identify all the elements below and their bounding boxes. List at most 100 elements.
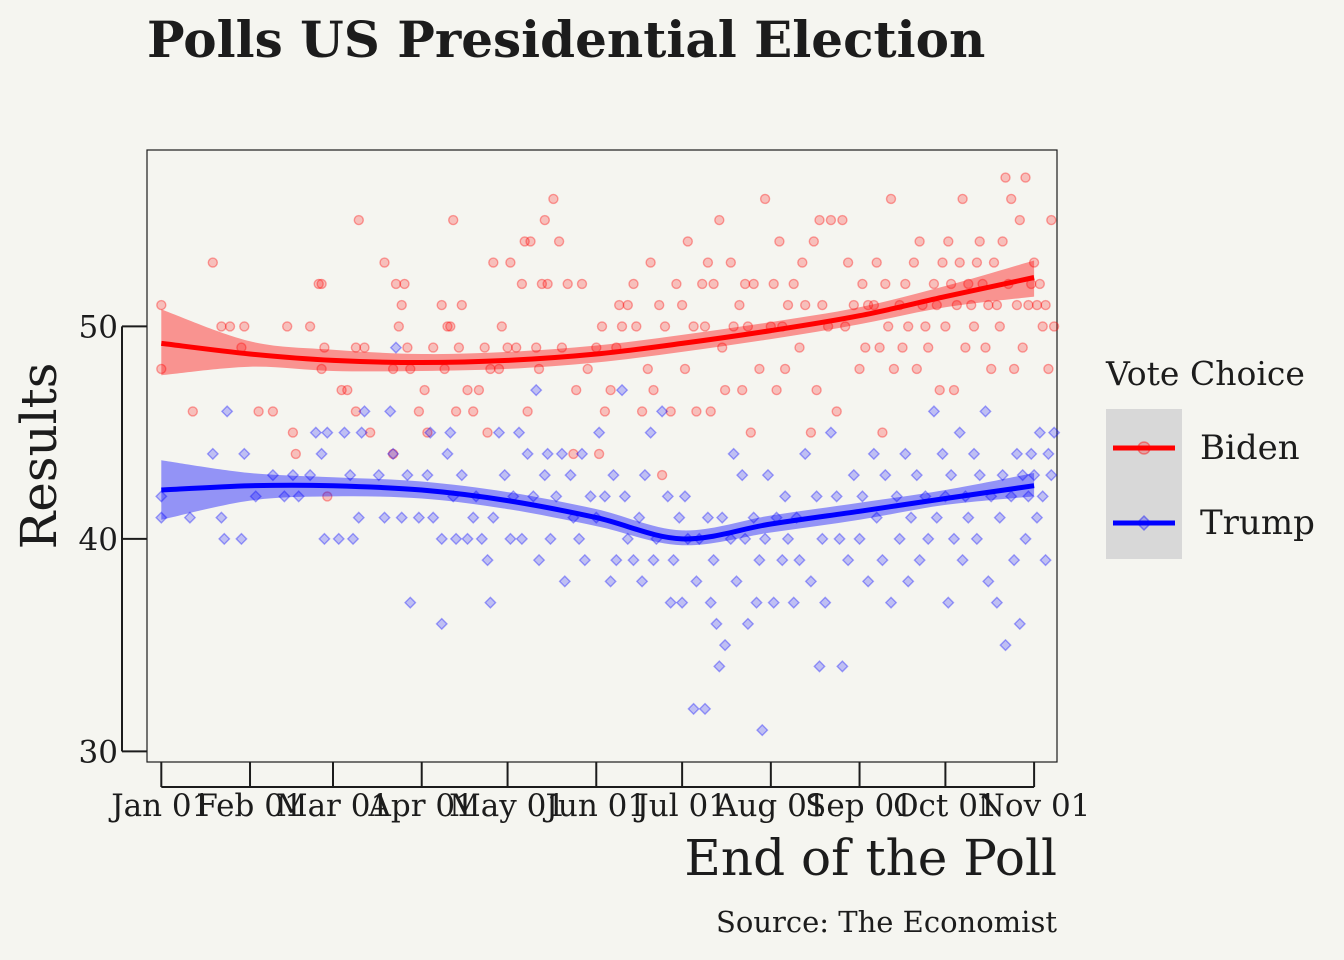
poll-point-trump: [698, 702, 712, 716]
plot-layer: [155, 172, 1061, 737]
poll-point-biden: [934, 384, 945, 396]
poll-point-trump: [278, 490, 291, 503]
poll-point-trump: [266, 468, 280, 482]
poll-point-biden: [556, 342, 568, 353]
poll-point-biden: [516, 278, 528, 290]
x-tick-label: Mar 01: [276, 788, 390, 824]
poll-point-trump: [893, 532, 906, 546]
poll-point-biden: [860, 342, 871, 353]
poll-point-trump: [1022, 490, 1035, 503]
poll-point-trump: [426, 511, 440, 524]
poll-point-trump: [841, 553, 855, 567]
poll-point-biden: [445, 321, 456, 332]
poll-point-trump: [484, 596, 497, 609]
poll-point-trump: [944, 468, 958, 482]
poll-point-trump: [644, 426, 657, 439]
poll-point-biden: [539, 214, 550, 226]
poll-point-biden: [502, 342, 513, 353]
poll-point-biden: [963, 278, 974, 290]
poll-point-biden: [997, 236, 1008, 247]
poll-point-trump: [982, 575, 995, 588]
poll-point-trump: [673, 511, 686, 524]
poll-point-biden: [725, 257, 736, 268]
poll-point-trump: [550, 490, 563, 503]
chart-title: Polls US Presidential Election: [147, 10, 985, 69]
poll-point-trump: [899, 447, 912, 461]
poll-point-biden: [479, 342, 490, 353]
poll-point-biden: [874, 342, 885, 353]
poll-point-biden: [576, 278, 588, 290]
poll-point-biden: [857, 278, 868, 290]
poll-point-trump: [902, 575, 915, 588]
poll-point-trump: [824, 426, 838, 439]
poll-point-biden: [923, 342, 934, 353]
poll-point-trump: [761, 468, 775, 482]
poll-point-biden: [808, 236, 819, 247]
poll-point-trump: [358, 405, 371, 418]
poll-point-trump: [910, 468, 923, 482]
poll-point-trump: [338, 426, 351, 439]
poll-point-trump: [804, 575, 818, 588]
poll-point-biden: [688, 321, 699, 332]
poll-point-biden: [350, 406, 362, 417]
poll-point-biden: [748, 278, 759, 290]
poll-point-biden: [593, 448, 605, 460]
poll-point-trump: [781, 532, 795, 546]
poll-point-trump: [529, 383, 543, 397]
poll-point-trump: [527, 490, 540, 503]
poll-point-biden: [1011, 299, 1023, 311]
poll-point-biden: [908, 257, 920, 268]
poll-point-biden: [342, 384, 353, 396]
poll-point-trump: [395, 511, 408, 524]
poll-point-trump: [675, 596, 689, 609]
poll-point-trump: [655, 405, 669, 418]
poll-point-trump: [615, 383, 629, 397]
poll-point-trump: [155, 511, 168, 524]
poll-point-biden: [322, 491, 333, 502]
poll-point-biden: [1020, 172, 1031, 183]
poll-point-trump: [736, 468, 749, 482]
poll-point-trump: [455, 468, 468, 482]
poll-point-biden: [759, 193, 771, 205]
poll-point-trump: [856, 490, 869, 503]
poll-point-biden: [768, 278, 779, 290]
trend-band-trump: [161, 460, 1035, 546]
poll-point-biden: [951, 299, 962, 311]
poll-point-trump: [389, 341, 403, 354]
poll-point-trump: [638, 468, 652, 482]
poll-point-trump: [667, 553, 680, 567]
legend-key-background: [1106, 409, 1182, 559]
poll-point-biden: [456, 299, 467, 311]
y-axis-label: Results: [10, 363, 68, 550]
poll-point-trump: [572, 532, 586, 546]
poll-point-biden: [814, 214, 825, 226]
poll-point-biden: [622, 299, 633, 311]
poll-point-trump: [607, 468, 620, 482]
poll-point-trump: [870, 511, 883, 524]
poll-point-biden: [313, 278, 324, 290]
poll-point-biden: [156, 363, 167, 375]
poll-point-trump: [315, 447, 328, 461]
poll-point-trump: [798, 447, 812, 461]
poll-point-biden: [728, 321, 739, 332]
poll-point-trump: [942, 596, 955, 609]
poll-point-biden: [971, 257, 983, 268]
poll-point-trump: [713, 660, 726, 673]
poll-point-trump: [953, 426, 966, 439]
poll-point-trump: [776, 553, 789, 567]
poll-point-trump: [847, 468, 861, 482]
poll-point-biden: [387, 448, 399, 460]
poll-point-biden: [1037, 321, 1048, 332]
series-trump-points: [155, 341, 1061, 737]
poll-point-trump: [441, 447, 454, 461]
poll-point-biden: [568, 448, 579, 460]
poll-point-biden: [1031, 299, 1043, 311]
poll-point-trump: [913, 553, 926, 567]
poll-point-trump: [704, 596, 717, 609]
poll-point-biden: [531, 342, 542, 353]
poll-point-trump: [541, 447, 554, 461]
poll-point-trump: [687, 702, 700, 716]
poll-point-trump: [979, 405, 992, 418]
poll-point-biden: [442, 321, 453, 332]
poll-point-trump: [575, 447, 589, 461]
